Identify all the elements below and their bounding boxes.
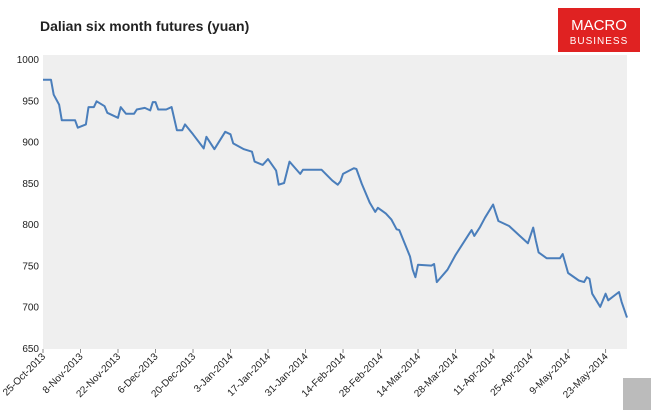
- y-tick-label: 800: [22, 220, 39, 231]
- y-tick-label: 750: [22, 261, 39, 272]
- y-tick-label: 950: [22, 96, 39, 107]
- brand-line: MACRO: [571, 17, 627, 34]
- chart-title: Dalian six month futures (yuan): [40, 18, 249, 34]
- wolf-icon: [623, 378, 651, 410]
- plot-area: [43, 55, 627, 349]
- x-tick-label: 25-Oct-2013: [1, 351, 48, 398]
- brand-logo: [558, 8, 640, 52]
- y-tick-label: 1000: [17, 55, 40, 66]
- brand-line: BUSINESS: [570, 36, 629, 47]
- y-tick-label: 700: [22, 303, 39, 314]
- y-tick-label: 900: [22, 138, 39, 149]
- data-line: [43, 78, 628, 318]
- y-tick-label: 650: [22, 344, 39, 355]
- y-tick-label: 850: [22, 179, 39, 190]
